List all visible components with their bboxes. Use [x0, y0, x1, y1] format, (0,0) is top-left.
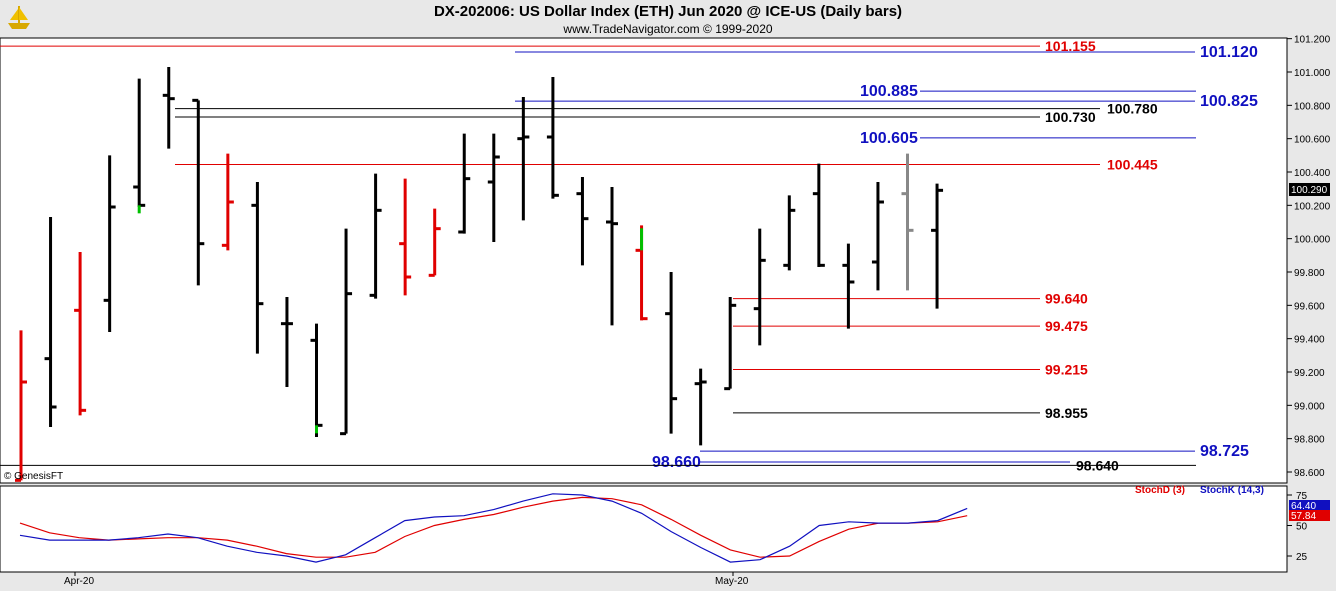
ohlc-bar [369, 173, 382, 299]
stoch-d-line [19, 496, 968, 558]
level-label: 100.885 [860, 83, 918, 100]
date-label-apr: Apr-20 [64, 576, 94, 587]
ohlc-bar [44, 217, 57, 427]
price-tick-label: 100.000 [1294, 235, 1331, 246]
level-label: 98.725 [1200, 443, 1249, 460]
level-label: 101.155 [1045, 38, 1096, 54]
date-label-may: May-20 [715, 576, 749, 587]
ohlc-bar [931, 183, 944, 309]
chart-header: DX-202006: US Dollar Index (ETH) Jun 202… [0, 0, 1336, 38]
price-tick-label: 99.600 [1294, 301, 1325, 312]
level-label: 100.605 [860, 130, 918, 147]
ohlc-bar [251, 182, 264, 354]
ohlc-bar [724, 297, 737, 391]
ohlc-bar [576, 177, 589, 266]
price-tick-label: 98.600 [1294, 468, 1325, 479]
price-tick-label: 99.200 [1294, 368, 1325, 379]
price-tick-label: 101.000 [1294, 68, 1331, 79]
level-label: 99.475 [1045, 318, 1088, 334]
ohlc-bar [340, 228, 353, 436]
ohlc-bar [133, 78, 146, 214]
stoch-legend-k: StochK (14,3) [1200, 485, 1264, 496]
ohlc-bar [635, 225, 648, 321]
price-tick-label: 99.800 [1294, 268, 1325, 279]
stoch-legend-d: StochD (3) [1135, 485, 1185, 496]
ohlc-bar [221, 153, 234, 251]
stoch-k-line [19, 493, 968, 563]
ohlc-bar [310, 323, 323, 437]
watermark: © GenesisFT [4, 471, 63, 482]
ohlc-bar [280, 297, 293, 387]
price-tick-label: 100.200 [1294, 201, 1331, 212]
ohlc-bar [812, 163, 825, 267]
level-label: 100.730 [1045, 109, 1096, 125]
stoch-d-value-box [1289, 510, 1330, 521]
ohlc-bar [871, 182, 884, 291]
level-label: 99.215 [1045, 362, 1088, 378]
ohlc-bar [546, 77, 559, 199]
level-label: 100.825 [1200, 93, 1258, 110]
level-label: 101.120 [1200, 44, 1258, 61]
stoch-k-value-box [1289, 500, 1330, 511]
last-price-box [1289, 183, 1330, 196]
ohlc-bar [517, 97, 530, 221]
level-label: 100.780 [1107, 101, 1158, 117]
ohlc-bar [842, 243, 855, 329]
level-label: 99.640 [1045, 291, 1088, 307]
level-label: 98.660 [652, 454, 701, 471]
price-tick-label: 99.400 [1294, 335, 1325, 346]
stoch-tick-label: 25 [1296, 552, 1308, 563]
ohlc-bar [74, 252, 87, 416]
ohlc-bar [192, 98, 205, 286]
ship-logo-icon [8, 6, 30, 29]
price-tick-label: 98.800 [1294, 435, 1325, 446]
ohlc-bar [458, 133, 471, 234]
ohlc-bar [103, 155, 116, 332]
chart-subtitle: www.TradeNavigator.com © 1999-2020 [563, 22, 773, 36]
stoch-d-value: 57.84 [1291, 511, 1316, 522]
level-label: 98.640 [1076, 457, 1119, 473]
chart-title: DX-202006: US Dollar Index (ETH) Jun 202… [433, 3, 903, 20]
ohlc-bar [15, 330, 27, 482]
ohlc-bar [694, 368, 707, 446]
level-label: 100.445 [1107, 157, 1158, 173]
price-tick-label: 99.000 [1294, 401, 1325, 412]
last-price-label: 100.290 [1291, 185, 1328, 196]
ohlc-bar [753, 228, 766, 346]
stoch-tick-label: 50 [1296, 522, 1308, 533]
ohlc-bar [606, 187, 618, 326]
ohlc-bar [901, 153, 914, 291]
ohlc-bar [487, 133, 500, 242]
price-tick-label: 101.200 [1294, 35, 1331, 46]
stoch-k-value: 64.40 [1291, 501, 1316, 512]
ohlc-bar [399, 178, 412, 296]
ohlc-bar [665, 272, 678, 434]
ohlc-bar [428, 208, 441, 277]
price-plot-area [0, 37, 1288, 484]
price-tick-label: 100.400 [1294, 168, 1331, 179]
stoch-tick-label: 75 [1296, 491, 1308, 502]
stoch-plot-area [0, 485, 1288, 573]
price-tick-label: 100.600 [1294, 135, 1331, 146]
ohlc-bar [162, 67, 175, 149]
price-tick-label: 100.800 [1294, 101, 1331, 112]
ohlc-bar [783, 195, 796, 271]
level-label: 98.955 [1045, 405, 1088, 421]
